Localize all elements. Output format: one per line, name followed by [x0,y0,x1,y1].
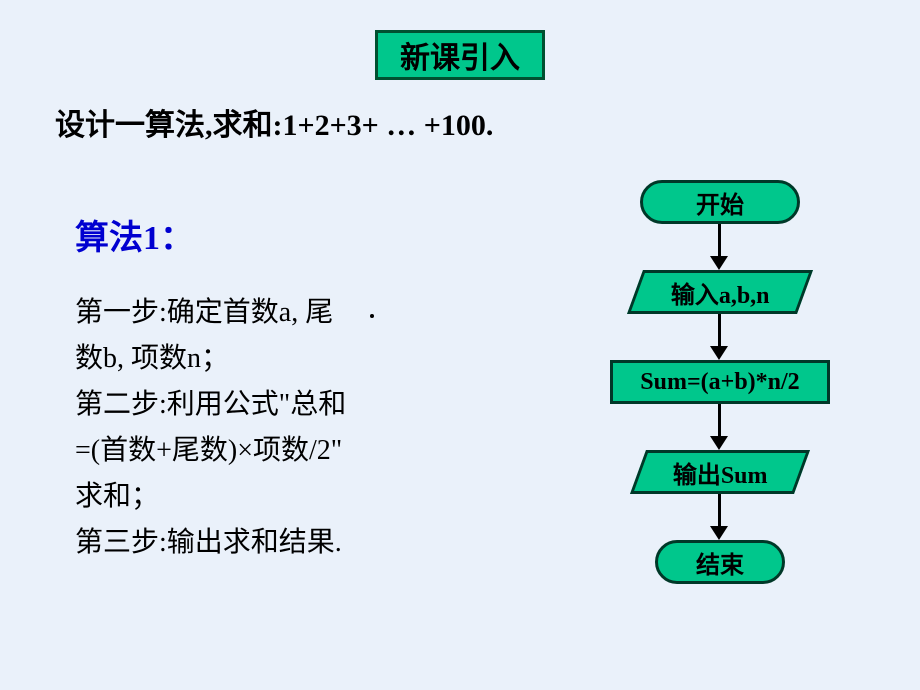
flowchart-process: Sum=(a+b)*n/2 [610,360,830,404]
problem-statement: 设计一算法,求和:1+2+3+ … +100. [55,100,493,144]
algorithm-heading: 算法1： [75,210,194,259]
flowchart-input-label: 输入a,b,n [671,275,770,310]
flowchart-output-label: 输出Sum [673,455,768,490]
step-2-line-3: 求和； [75,481,159,512]
arrow-4-head [710,526,728,540]
lesson-title: 新课引入 [400,33,520,77]
step-3-line-1: 第三步:输出求和结果. [75,527,342,558]
flowchart-end-label: 结束 [696,545,744,580]
arrow-2-line [718,314,721,346]
arrow-3-line [718,404,721,436]
flowchart-input: 输入a,b,n [627,270,813,314]
lesson-title-box: 新课引入 [375,30,545,80]
flowchart-start: 开始 [640,180,800,224]
flowchart-output: 输出Sum [630,450,810,494]
arrow-2-head [710,346,728,360]
flowchart-end: 结束 [655,540,785,584]
arrow-4-line [718,494,721,526]
cursor-dot [370,314,374,318]
arrow-1-line [718,224,721,256]
arrow-1-head [710,256,728,270]
flowchart-process-label: Sum=(a+b)*n/2 [640,369,799,396]
step-1-line-2: 数b, 项数n； [75,343,229,374]
step-2-line-2: =(首数+尾数)×项数/2" [75,435,342,466]
algorithm-steps: 第一步:确定首数a, 尾 数b, 项数n； 第二步:利用公式"总和 =(首数+尾… [75,290,505,566]
flowchart: 开始 输入a,b,n Sum=(a+b)*n/2 输出Sum 结束 [560,180,880,660]
arrow-3-head [710,436,728,450]
step-2-line-1: 第二步:利用公式"总和 [75,389,346,420]
step-1-line-1: 第一步:确定首数a, 尾 [75,297,333,328]
flowchart-start-label: 开始 [696,185,744,220]
